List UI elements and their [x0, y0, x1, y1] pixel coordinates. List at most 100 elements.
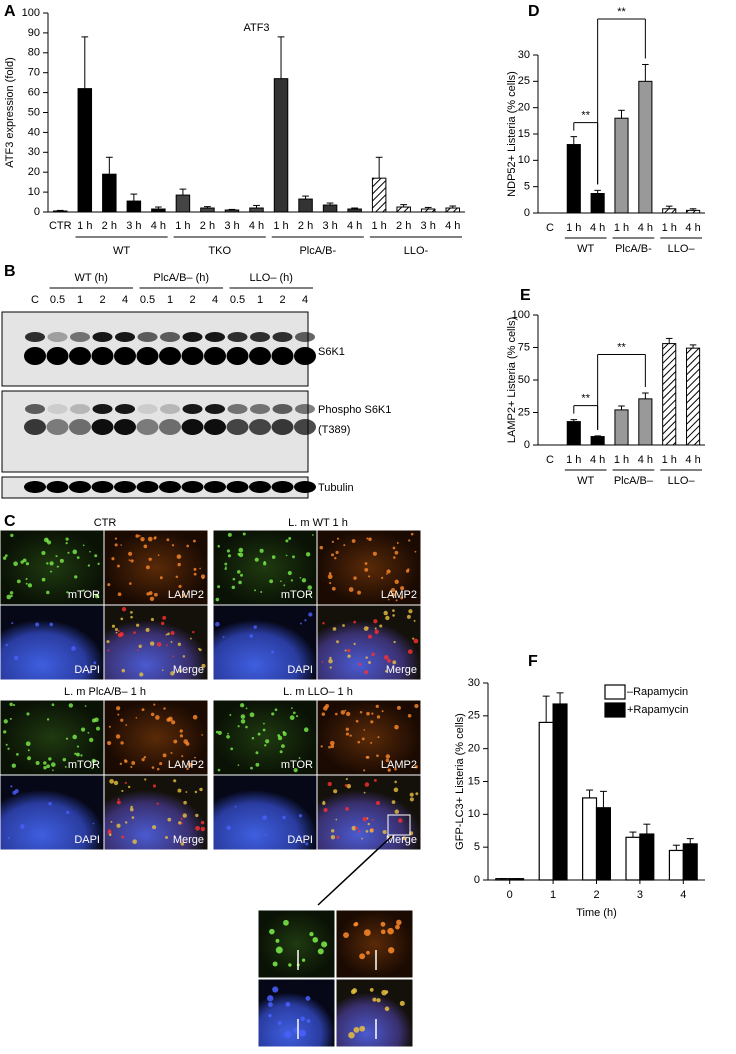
- puncta: [394, 724, 399, 730]
- puncta: [344, 709, 347, 712]
- band: [159, 481, 181, 493]
- puncta: [298, 814, 303, 818]
- puncta: [367, 822, 370, 826]
- condition-label: L. m WT 1 h: [288, 517, 348, 529]
- puncta: [141, 758, 145, 762]
- puncta: [299, 1029, 307, 1037]
- band: [47, 332, 68, 342]
- x-tick-label: 4: [680, 889, 686, 901]
- micrograph: [316, 604, 422, 681]
- puncta: [173, 779, 177, 783]
- puncta: [412, 637, 415, 640]
- puncta: [143, 544, 148, 549]
- band: [137, 332, 158, 342]
- y-tick-label: 20: [518, 102, 530, 114]
- puncta: [280, 580, 282, 583]
- puncta: [264, 744, 267, 747]
- puncta: [393, 640, 396, 644]
- group-label: LLO–: [668, 475, 696, 487]
- puncta: [363, 791, 366, 794]
- blot-label: Tubulin: [318, 482, 354, 494]
- puncta: [131, 816, 135, 819]
- puncta: [114, 627, 118, 631]
- puncta: [365, 829, 369, 833]
- band: [160, 404, 180, 414]
- puncta: [144, 778, 147, 781]
- x-tick-label: 1: [550, 889, 556, 901]
- puncta: [321, 941, 328, 948]
- puncta: [402, 836, 407, 841]
- puncta: [392, 609, 395, 613]
- puncta: [180, 817, 183, 820]
- puncta: [253, 625, 257, 629]
- puncta: [171, 720, 176, 725]
- bar: [682, 843, 698, 881]
- puncta: [349, 734, 352, 737]
- puncta: [381, 710, 384, 713]
- group-label: PlcA/B–: [614, 475, 654, 487]
- puncta: [9, 591, 14, 595]
- puncta: [300, 1016, 305, 1022]
- bar: [595, 807, 611, 881]
- puncta: [139, 672, 144, 677]
- puncta: [156, 642, 162, 647]
- puncta: [376, 754, 379, 757]
- band: [204, 347, 226, 365]
- puncta: [120, 544, 122, 546]
- puncta: [345, 711, 351, 717]
- x-tick-label: 4 h: [638, 454, 653, 466]
- puncta: [384, 990, 389, 994]
- puncta: [362, 816, 368, 822]
- puncta: [188, 762, 193, 767]
- puncta: [135, 534, 139, 538]
- x-tick-label: 3: [637, 889, 643, 901]
- puncta: [179, 729, 183, 733]
- puncta: [159, 762, 163, 766]
- puncta: [345, 806, 349, 811]
- puncta: [41, 577, 46, 582]
- x-tick-label: 1 h: [614, 222, 629, 234]
- puncta: [192, 630, 195, 634]
- puncta: [200, 826, 206, 832]
- puncta: [391, 800, 396, 804]
- bar: [273, 78, 289, 213]
- puncta: [82, 544, 85, 547]
- puncta: [371, 819, 374, 821]
- puncta: [370, 720, 374, 724]
- significance: **: [617, 341, 626, 353]
- puncta: [274, 708, 278, 712]
- lane-label: 1: [257, 294, 263, 306]
- puncta: [172, 655, 175, 658]
- puncta: [5, 743, 8, 746]
- puncta: [192, 714, 198, 720]
- puncta: [271, 712, 275, 716]
- puncta: [359, 1025, 366, 1032]
- puncta: [97, 562, 100, 566]
- micrograph: [316, 529, 422, 606]
- puncta: [65, 537, 69, 541]
- puncta: [272, 961, 278, 967]
- bar: [625, 836, 641, 881]
- puncta: [375, 704, 379, 709]
- x-tick-label: C: [546, 222, 554, 234]
- band: [69, 419, 91, 435]
- puncta: [162, 753, 167, 758]
- puncta: [363, 729, 366, 731]
- puncta: [87, 731, 90, 734]
- puncta: [124, 781, 127, 784]
- x-tick-label: 1 h: [371, 220, 386, 232]
- puncta: [9, 702, 13, 707]
- puncta: [74, 752, 77, 755]
- channel-label: mTOR: [68, 589, 100, 601]
- puncta: [382, 830, 387, 835]
- puncta: [157, 554, 160, 556]
- puncta: [222, 636, 225, 639]
- puncta: [414, 765, 418, 769]
- puncta: [304, 619, 307, 622]
- puncta: [46, 718, 50, 721]
- puncta: [376, 715, 381, 719]
- puncta: [141, 708, 145, 712]
- bar: [396, 206, 411, 213]
- puncta: [240, 719, 246, 724]
- puncta: [323, 807, 328, 813]
